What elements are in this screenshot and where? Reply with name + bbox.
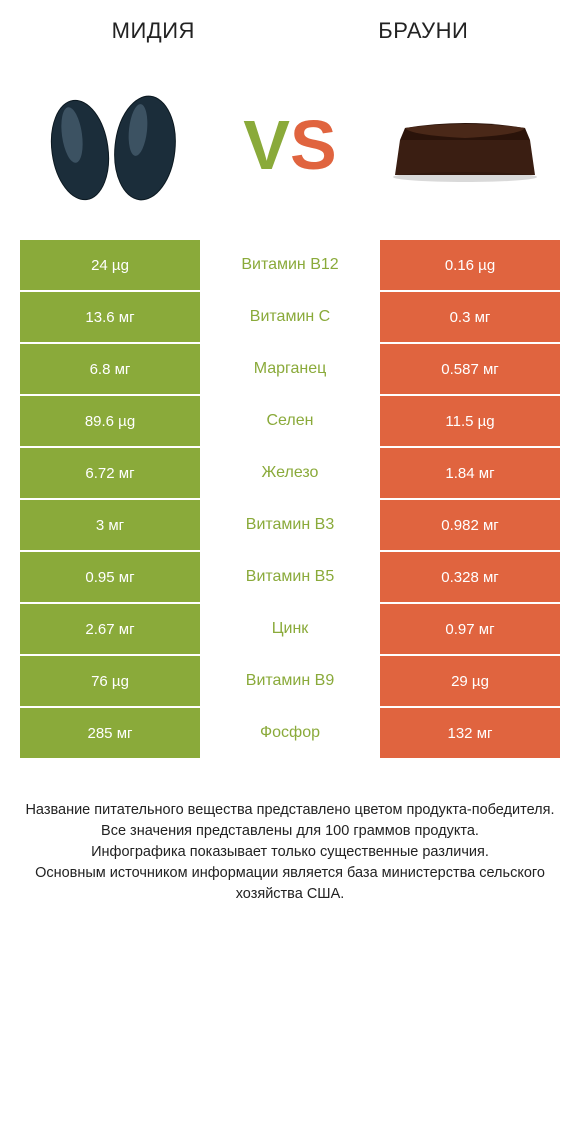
- right-value: 0.982 мг: [380, 500, 560, 552]
- nutrient-name: Витамин B9: [200, 656, 380, 708]
- brownie-image: [380, 80, 550, 210]
- right-value: 0.587 мг: [380, 344, 560, 396]
- table-row: 24 µgВитамин B120.16 µg: [20, 240, 560, 292]
- vs-s: S: [290, 106, 337, 184]
- left-value: 285 мг: [20, 708, 200, 760]
- table-row: 3 мгВитамин B30.982 мг: [20, 500, 560, 552]
- footer-line: Все значения представлены для 100 граммо…: [20, 821, 560, 842]
- footer-line: Инфографика показывает только существенн…: [20, 842, 560, 863]
- table-row: 76 µgВитамин B929 µg: [20, 656, 560, 708]
- left-value: 13.6 мг: [20, 292, 200, 344]
- left-value: 0.95 мг: [20, 552, 200, 604]
- left-value: 6.8 мг: [20, 344, 200, 396]
- right-value: 0.3 мг: [380, 292, 560, 344]
- vs-v: V: [243, 106, 290, 184]
- nutrient-name: Фосфор: [200, 708, 380, 760]
- footer-note: Название питательного вещества представл…: [0, 760, 580, 905]
- right-value: 0.97 мг: [380, 604, 560, 656]
- vs-label: VS: [243, 110, 336, 180]
- right-food-title: БРАУНИ: [378, 18, 468, 44]
- table-row: 2.67 мгЦинк0.97 мг: [20, 604, 560, 656]
- nutrient-name: Витамин B5: [200, 552, 380, 604]
- nutrient-name: Цинк: [200, 604, 380, 656]
- table-row: 13.6 мгВитамин C0.3 мг: [20, 292, 560, 344]
- left-value: 2.67 мг: [20, 604, 200, 656]
- nutrient-name: Железо: [200, 448, 380, 500]
- left-value: 24 µg: [20, 240, 200, 292]
- nutrient-table: 24 µgВитамин B120.16 µg13.6 мгВитамин C0…: [20, 240, 560, 760]
- table-row: 6.72 мгЖелезо1.84 мг: [20, 448, 560, 500]
- header: МИДИЯ БРАУНИ: [0, 0, 580, 50]
- footer-line: Основным источником информации является …: [20, 863, 560, 905]
- right-value: 29 µg: [380, 656, 560, 708]
- nutrient-name: Витамин B12: [200, 240, 380, 292]
- right-value: 132 мг: [380, 708, 560, 760]
- table-row: 285 мгФосфор132 мг: [20, 708, 560, 760]
- mussel-image: [30, 80, 200, 210]
- left-food-title: МИДИЯ: [112, 18, 195, 44]
- table-row: 89.6 µgСелен11.5 µg: [20, 396, 560, 448]
- nutrient-name: Селен: [200, 396, 380, 448]
- left-value: 6.72 мг: [20, 448, 200, 500]
- table-row: 0.95 мгВитамин B50.328 мг: [20, 552, 560, 604]
- footer-line: Название питательного вещества представл…: [20, 800, 560, 821]
- right-value: 11.5 µg: [380, 396, 560, 448]
- table-row: 6.8 мгМарганец0.587 мг: [20, 344, 560, 396]
- left-value: 76 µg: [20, 656, 200, 708]
- hero-row: VS: [0, 50, 580, 240]
- left-value: 3 мг: [20, 500, 200, 552]
- nutrient-name: Марганец: [200, 344, 380, 396]
- right-value: 0.16 µg: [380, 240, 560, 292]
- nutrient-name: Витамин C: [200, 292, 380, 344]
- left-value: 89.6 µg: [20, 396, 200, 448]
- right-value: 0.328 мг: [380, 552, 560, 604]
- nutrient-name: Витамин B3: [200, 500, 380, 552]
- right-value: 1.84 мг: [380, 448, 560, 500]
